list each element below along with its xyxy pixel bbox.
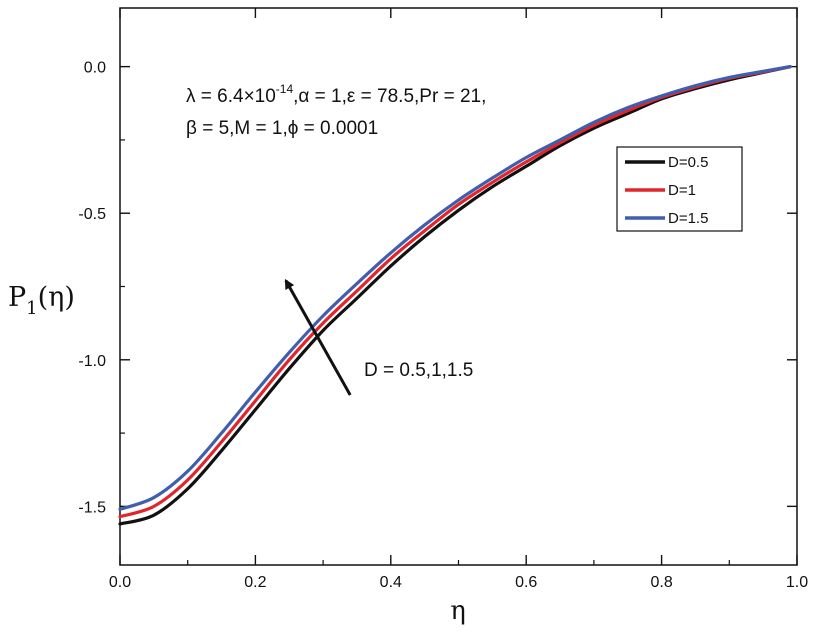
parameter-lambda-exponent: -14 [276,82,294,96]
legend: D=0.5 D=1 D=1.5 [616,146,743,232]
y-tick-label: 0.0 [84,60,106,77]
x-tick-label: 1.0 [786,574,808,591]
x-tick-label: 0.6 [515,574,537,591]
x-axis-title: η [450,596,466,626]
parameter-annotation-line-1: λ = 6.4×10-14,α = 1,ε = 78.5,Pr = 21, [186,82,486,107]
parameter-lambda: λ = 6.4×10 [186,86,276,107]
y-tick-label: -1.5 [78,499,106,516]
y-axis-title-subscript: 1 [26,298,37,319]
y-axis-title-rest: (η) [38,282,75,313]
x-tick-label: 0.2 [244,574,266,591]
parameter-rest: ,α = 1,ε = 78.5,Pr = 21, [293,86,486,107]
legend-label: D=1 [668,182,696,199]
x-tick-label: 0.4 [380,574,402,591]
x-tick-label: 0.8 [650,574,672,591]
x-tick-label: 0.0 [109,574,131,591]
y-tick-label: -0.5 [78,206,106,223]
y-axis-title-main: P [8,282,26,313]
legend-label: D=0.5 [668,154,708,171]
y-axis-title: P1(η) [8,282,75,319]
arrow-label: D = 0.5,1,1.5 [364,360,473,381]
legend-label: D=1.5 [668,210,708,227]
trend-arrow [284,278,352,396]
series-line-3 [118,65,792,511]
y-tick-label: -1.0 [78,353,106,370]
parameter-annotation-line-2: β = 5,M = 1,ϕ = 0.0001 [186,118,378,139]
